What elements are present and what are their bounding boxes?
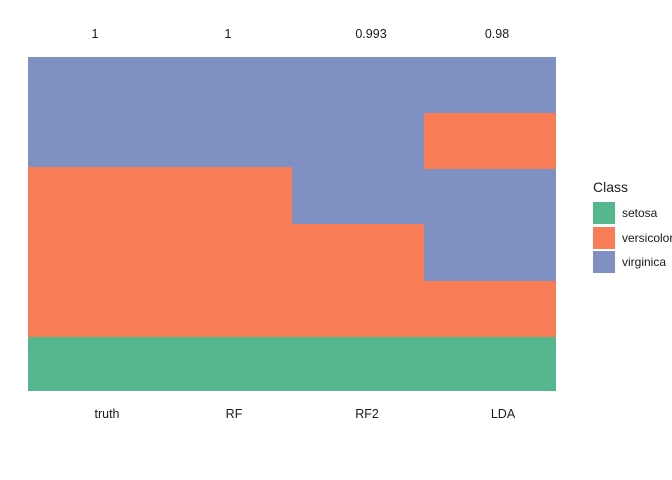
axis-label-lda: LDA — [490, 407, 516, 421]
axis-label-rf2: RF2 — [355, 407, 379, 421]
score-label-rf: 1 — [224, 27, 232, 41]
segment-setosa — [292, 336, 424, 391]
segment-setosa — [424, 336, 556, 391]
legend-item-virginica: virginica — [593, 251, 672, 273]
segment-versicolor — [292, 224, 424, 337]
segment-versicolor — [28, 166, 160, 337]
column-rf2 — [292, 57, 424, 391]
score-label-rf2: 0.993 — [355, 27, 387, 41]
plot-panel — [28, 57, 556, 391]
column-lda — [424, 57, 556, 391]
axis-label-rf: RF — [225, 407, 243, 421]
legend-title: Class — [593, 179, 629, 195]
legend-label-versicolor: versicolor — [622, 230, 672, 245]
segment-versicolor — [160, 166, 292, 337]
legend-label-setosa: setosa — [622, 206, 658, 220]
legend-item-setosa: setosa — [593, 202, 672, 224]
segment-versicolor — [424, 281, 556, 337]
legend-swatch-versicolor — [593, 226, 615, 249]
segment-versicolor — [424, 113, 556, 170]
score-label-truth: 1 — [91, 27, 99, 41]
segment-virginica — [292, 57, 424, 224]
segment-setosa — [160, 336, 292, 391]
score-label-lda: 0.98 — [484, 27, 510, 41]
legend: Class setosa versicolor virginica — [593, 180, 672, 276]
legend-swatch-setosa — [593, 202, 615, 224]
segment-virginica — [28, 57, 160, 167]
segment-setosa — [28, 336, 160, 391]
segment-virginica — [160, 57, 292, 167]
legend-item-versicolor: versicolor — [593, 226, 672, 249]
segment-virginica — [424, 169, 556, 282]
segment-virginica — [424, 57, 556, 114]
legend-swatch-virginica — [593, 251, 615, 273]
legend-label-virginica: virginica — [622, 255, 667, 269]
column-truth — [28, 57, 160, 391]
column-rf — [160, 57, 292, 391]
axis-label-truth: truth — [94, 407, 120, 421]
